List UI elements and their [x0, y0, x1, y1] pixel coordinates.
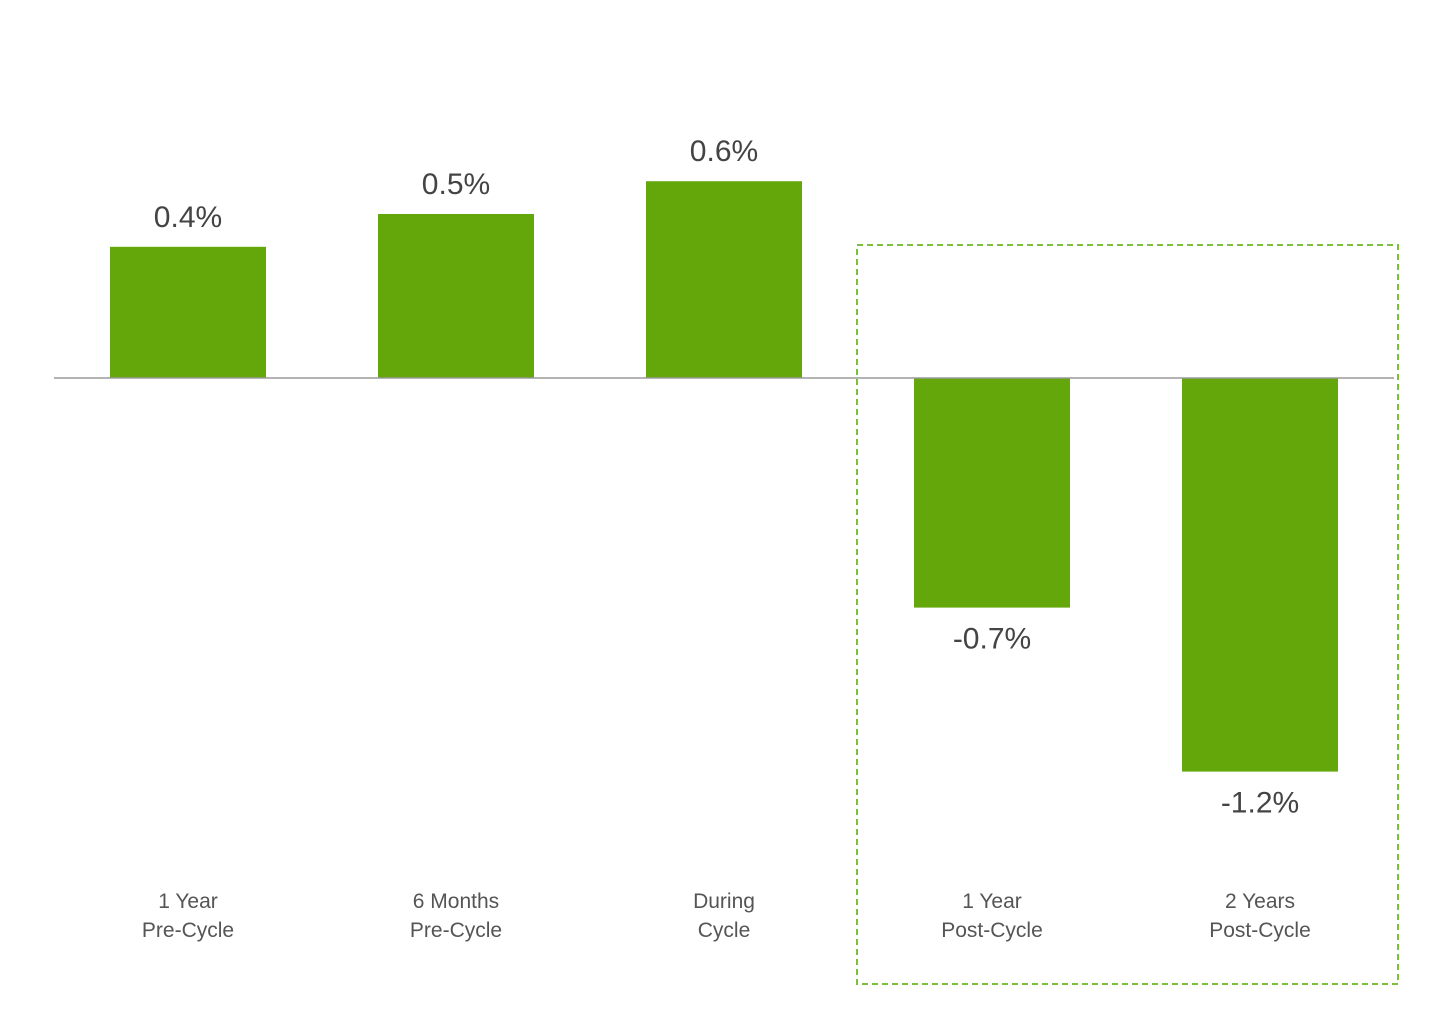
tick-label-3-line-1: 1 Year	[962, 890, 1022, 913]
value-label-2: 0.6%	[690, 135, 758, 168]
category-tick-labels: 1 Year Pre-Cycle 6 Months Pre-Cycle During Cy…	[142, 890, 1311, 942]
tick-label-1-line-1: 6 Months	[413, 890, 499, 913]
bar-2	[646, 181, 802, 378]
post-cycle-highlight-box	[856, 244, 1399, 985]
tick-label-3-line-2: Post-Cycle	[941, 919, 1043, 942]
value-label-1: 0.5%	[422, 168, 490, 201]
value-label-4: -1.2%	[1221, 787, 1299, 820]
bars	[110, 181, 1338, 772]
tick-label-1-line-2: Pre-Cycle	[410, 919, 502, 942]
value-labels: 0.4% 0.5% 0.6% -0.7% -1.2%	[154, 135, 1299, 819]
value-label-0: 0.4%	[154, 201, 222, 234]
tick-label-0-line-2: Pre-Cycle	[142, 919, 234, 942]
bar-4	[1182, 378, 1338, 772]
value-label-3: -0.7%	[953, 623, 1031, 656]
tick-label-0-line-1: 1 Year	[158, 890, 218, 913]
tick-label-4-line-2: Post-Cycle	[1209, 919, 1311, 942]
tick-label-2-line-1: During	[693, 890, 755, 913]
tick-label-4-line-1: 2 Years	[1225, 890, 1295, 913]
tick-label-2-line-2: Cycle	[698, 919, 751, 942]
bar-3	[914, 378, 1070, 608]
bar-1	[378, 214, 534, 378]
bar-0	[110, 246, 266, 378]
